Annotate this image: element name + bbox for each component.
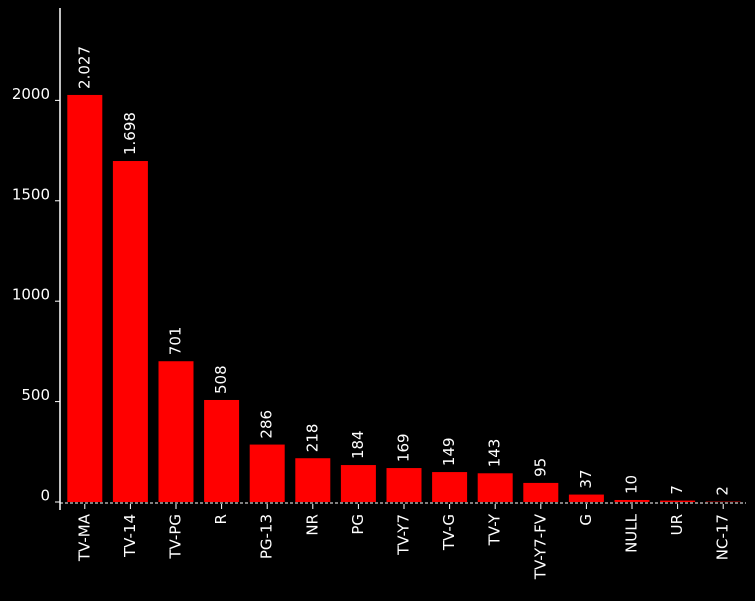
bar [204,399,240,502]
bar [660,500,696,502]
bar [614,499,650,502]
value-label: 7 [668,485,686,495]
bar [568,494,604,502]
x-tick-label: NR [303,514,321,536]
value-label: 701 [167,327,185,356]
value-label: 149 [440,437,458,466]
x-tick-label: NULL [623,513,641,553]
value-label: 143 [486,439,504,468]
value-label: 2.027 [75,46,93,89]
bar [295,458,331,502]
bar [112,161,148,502]
x-tick-label: UR [668,514,686,535]
y-tick-label: 1500 [12,185,50,203]
x-tick-label: R [212,514,230,524]
y-tick-label: 0 [40,487,50,505]
x-tick-label: TV-Y7-FV [531,513,549,580]
value-label: 1.698 [121,112,139,155]
value-label: 10 [623,475,641,494]
x-tick-label: TV-MA [75,513,93,562]
y-tick-label: 1000 [12,286,50,304]
x-tick-label: PG [349,514,367,535]
value-label: 95 [531,458,549,477]
bar [249,444,285,502]
bar [340,465,376,502]
bar [523,482,559,502]
value-label: 184 [349,430,367,459]
x-tick-label: G [577,514,595,526]
x-tick-label: TV-14 [121,514,139,558]
x-tick-label: NC-17 [714,514,732,560]
x-tick-label: PG-13 [258,514,276,559]
bar [432,472,468,502]
value-label: 37 [577,469,595,488]
x-tick-label: TV-Y7 [395,514,413,556]
value-label: 2 [714,486,732,496]
bar [158,361,194,502]
y-tick-label: 2000 [12,85,50,103]
x-tick-label: TV-Y [486,513,504,546]
value-label: 508 [212,365,230,394]
value-label: 218 [303,424,321,453]
x-tick-label: TV-PG [167,514,185,560]
bar [67,94,103,503]
y-tick-label: 500 [21,386,50,404]
x-tick-label: TV-G [440,514,458,551]
bar [386,468,422,502]
value-label: 169 [395,433,413,462]
bar [477,473,513,502]
value-label: 286 [258,410,276,439]
